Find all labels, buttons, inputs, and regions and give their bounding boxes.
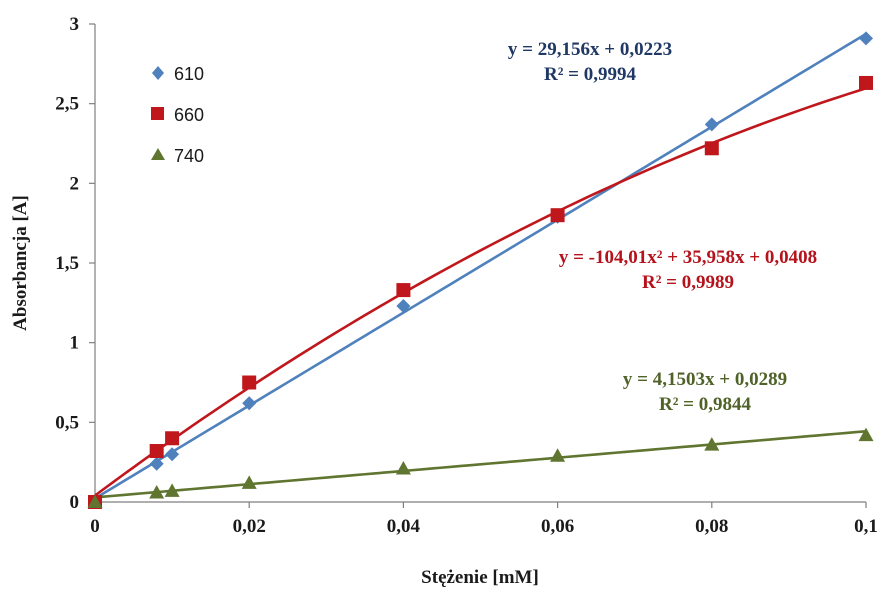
x-axis-title: Stężenie [mM] [421,567,539,588]
legend-label-740: 740 [174,146,204,166]
x-tick-label: 0,04 [387,516,421,537]
data-point-740 [858,427,874,442]
y-tick-label: 1,5 [55,253,79,274]
legend-label-660: 660 [174,105,204,125]
data-point-660 [550,208,565,223]
r2-660: R² = 0,9989 [642,272,734,293]
annotation-740: y = 4,1503x + 0,0289 R² = 0,9844 [623,369,787,415]
data-point-740 [164,483,180,497]
data-point-610 [165,447,180,462]
x-tick-label: 0,08 [695,516,728,537]
r2-610: R² = 0,9994 [544,64,636,85]
equation-740: y = 4,1503x + 0,0289 [623,369,787,390]
legend-marker-740 [151,148,165,160]
y-axis-title: Absorbancja [A] [10,195,31,331]
data-point-660 [242,375,257,390]
data-point-610 [396,299,411,314]
data-point-740 [395,461,411,475]
equation-660: y = -104,01x² + 35,958x + 0,0408 [559,247,817,268]
legend-marker-610 [152,66,164,80]
data-point-660 [165,431,180,446]
x-tick-label: 0,02 [233,516,266,537]
data-point-610 [242,396,257,411]
r2-740: R² = 0,9844 [659,394,751,415]
x-tick-label: 0,1 [854,516,878,537]
annotation-660: y = -104,01x² + 35,958x + 0,0408 R² = 0,… [559,247,817,293]
trendline-660 [94,87,867,497]
data-point-660 [149,444,164,459]
y-tick-label: 0,5 [55,412,79,433]
y-tick-label: 1 [70,333,80,354]
annotation-610: y = 29,156x + 0,0223 R² = 0,9994 [508,39,672,85]
legend: 610 660 740 [151,64,204,166]
equation-610: y = 29,156x + 0,0223 [508,39,672,60]
data-point-740 [87,494,103,508]
data-point-660 [704,141,719,156]
data-point-740 [149,484,165,499]
data-point-610 [859,31,873,46]
data-point-660 [859,75,873,90]
x-ticks: 0 0,02 0,04 0,06 0,08 0,1 [90,502,878,537]
data-point-740 [550,448,566,462]
data-point-610 [149,456,164,471]
trendline-610 [94,32,867,500]
x-tick-label: 0 [90,516,100,537]
data-point-610 [704,117,719,132]
y-ticks: 0 0,5 1 1,5 2 2,5 3 [55,14,95,513]
x-tick-label: 0,06 [541,516,574,537]
y-tick-label: 2 [70,173,80,194]
trendline-740 [94,429,867,499]
data-point-740 [704,437,720,451]
y-tick-label: 3 [70,14,80,35]
legend-marker-660 [151,107,164,120]
data-point-660 [396,283,411,298]
legend-label-610: 610 [174,64,204,84]
y-tick-label: 2,5 [55,94,79,115]
series-markers [87,31,874,509]
trendlines [94,32,867,500]
data-point-740 [241,475,257,489]
y-tick-label: 0 [70,492,80,513]
